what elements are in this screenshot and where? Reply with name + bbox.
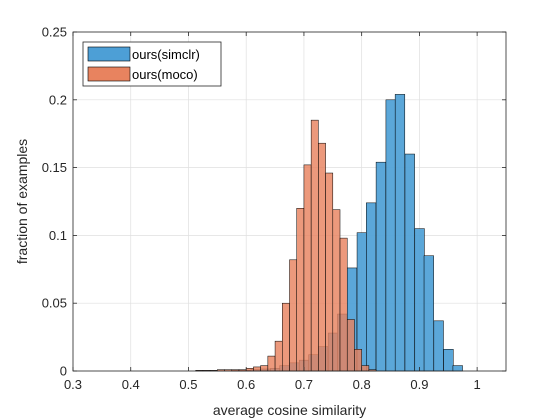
x-tick-label: 0.6 <box>237 377 255 392</box>
legend-swatch-simclr <box>87 46 131 62</box>
y-tick-label: 0.25 <box>42 25 67 40</box>
y-tick-labels: 0 0.05 0.1 0.15 0.2 0.25 <box>42 25 67 379</box>
axes-box <box>72 31 507 372</box>
x-tick-label: 0.8 <box>353 377 371 392</box>
legend-label-moco: ours(moco) <box>132 67 198 82</box>
bar <box>385 99 396 372</box>
legend-label-simclr: ours(simclr) <box>132 47 200 62</box>
bar <box>346 319 355 372</box>
bar <box>404 153 415 372</box>
bar <box>310 119 319 372</box>
bar <box>423 255 434 372</box>
x-tick-label: 0.4 <box>122 377 140 392</box>
legend-swatch-moco <box>87 66 131 82</box>
y-tick-label: 0 <box>60 364 67 379</box>
x-tick-labels: 0.3 0.4 0.5 0.6 0.7 0.8 0.9 1 <box>64 377 481 392</box>
y-tick-label: 0.15 <box>42 160 67 175</box>
x-axis-label: average cosine similarity <box>213 402 366 418</box>
bar <box>245 368 254 372</box>
bar <box>282 302 290 372</box>
x-tick-label: 1 <box>474 377 481 392</box>
bar <box>354 349 362 372</box>
bar <box>414 228 425 372</box>
y-tick-label: 0.2 <box>49 92 67 107</box>
y-tick-label: 0.05 <box>42 296 67 311</box>
ticks <box>72 31 506 372</box>
series-1-bars <box>195 119 377 372</box>
y-tick-label: 0.1 <box>49 228 67 243</box>
bar <box>296 208 305 372</box>
bar <box>253 366 261 372</box>
bar <box>375 161 386 372</box>
bar <box>325 172 334 372</box>
bar <box>394 94 406 372</box>
plot-area <box>72 31 507 372</box>
x-tick-label: 0.9 <box>410 377 428 392</box>
x-tick-label: 0.3 <box>64 377 82 392</box>
bar <box>267 355 276 372</box>
bar <box>260 365 269 372</box>
bar <box>339 237 348 372</box>
x-tick-label: 0.5 <box>179 377 197 392</box>
bar <box>274 340 283 372</box>
bar <box>318 142 326 372</box>
bar <box>361 365 370 372</box>
y-axis-label: fraction of examples <box>14 139 30 264</box>
bar <box>332 209 341 372</box>
bars <box>195 94 463 372</box>
bar <box>452 365 463 372</box>
bar <box>443 349 454 372</box>
x-tick-label: 0.7 <box>295 377 313 392</box>
bar <box>303 164 312 372</box>
bar <box>433 320 444 372</box>
bar <box>289 259 297 372</box>
legend: ours(simclr) ours(moco) <box>82 41 222 87</box>
bar <box>366 202 377 372</box>
